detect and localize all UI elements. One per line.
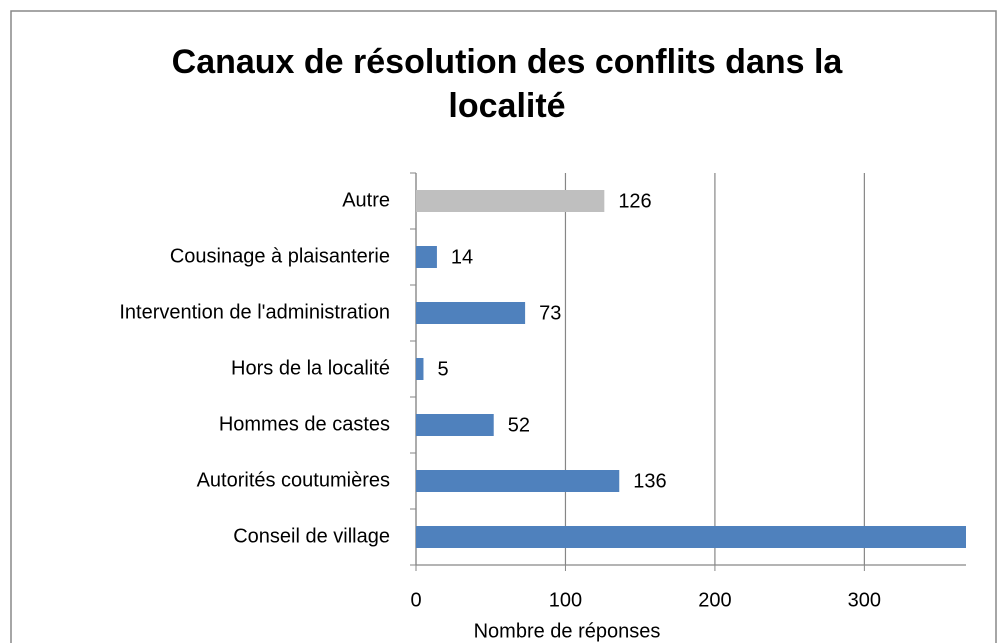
bar [416, 358, 424, 380]
y-tick-label: Cousinage à plaisanterie [170, 245, 390, 267]
x-tick-label: 100 [549, 589, 582, 611]
chart-border [10, 10, 997, 643]
y-tick-label: Autorités coutumières [197, 469, 390, 491]
bar [416, 302, 526, 324]
bar [416, 246, 437, 268]
y-tick-label: Intervention de l'administration [119, 301, 390, 323]
y-tick-label: Hors de la localité [231, 357, 390, 379]
chart-title: Canaux de résolution des conflits dans l… [171, 43, 843, 125]
x-tick-label: 200 [698, 589, 731, 611]
value-label: 136 [633, 470, 666, 492]
value-label: 5 [437, 358, 448, 380]
bar [416, 190, 605, 212]
x-tick-label: 300 [848, 589, 881, 611]
bar [416, 470, 620, 492]
value-label: 14 [451, 246, 473, 268]
x-tick-label: 0 [410, 589, 421, 611]
y-tick-label: Hommes de castes [219, 413, 390, 435]
y-tick-label: Conseil de village [233, 525, 390, 547]
x-axis-title: Nombre de réponses [474, 620, 661, 642]
value-label: 52 [508, 414, 530, 436]
bar [416, 526, 966, 548]
y-tick-label: Autre [342, 189, 390, 211]
value-label: 73 [539, 302, 561, 324]
bar [416, 414, 494, 436]
value-label: 126 [618, 190, 651, 212]
